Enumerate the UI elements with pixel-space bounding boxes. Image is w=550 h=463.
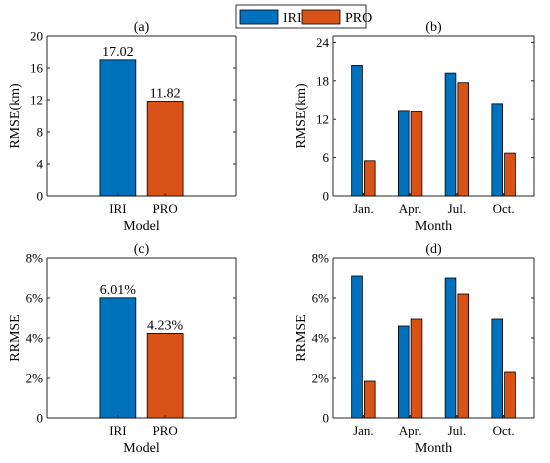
y-tick-label: 6% [26, 291, 44, 306]
x-tick-label: Oct. [493, 423, 515, 438]
bar-pro-oct [504, 152, 516, 197]
panel-title: (b) [425, 20, 442, 35]
x-tick-label: PRO [152, 423, 177, 438]
x-tick-label: Apr. [399, 201, 422, 216]
y-tick-label: 6 [323, 150, 330, 165]
panel-b: 0 6 12 18 24 (b) Month RMSE(km) Jan. Apr. Jul. Oct. [294, 20, 535, 234]
legend-label-iri: IRI [283, 11, 302, 26]
bar-iri [99, 297, 137, 419]
bar-iri-apr [397, 110, 410, 197]
bar-pro [146, 332, 184, 419]
bar-iri-apr [397, 325, 410, 419]
bar-iri-jan [351, 275, 363, 419]
y-tick-label: 4% [312, 331, 330, 346]
bar-pro [146, 101, 184, 197]
data-label: 4.23% [147, 318, 184, 333]
y-axis-label: RRMSE [8, 314, 23, 361]
y-tick-label: 12 [316, 112, 329, 127]
legend-label-pro: PRO [345, 11, 372, 26]
bar-pro-jul [457, 82, 470, 197]
y-tick-label: 2% [26, 371, 44, 386]
bar-pro-apr [410, 318, 423, 419]
y-tick-label: 20 [30, 29, 43, 44]
data-label: 6.01% [100, 283, 137, 298]
bar-pro-oct [504, 371, 516, 419]
panel-c: 0 2% 4% 6% 8% (c) Model RRMSE IRI 6.01% PRO 4.23% [8, 242, 237, 456]
x-tick-label: Jul. [448, 423, 466, 438]
x-tick-label: Jan. [353, 423, 374, 438]
panel-title: (d) [425, 242, 442, 257]
x-tick-label: IRI [109, 201, 126, 216]
bar-iri [99, 59, 137, 197]
x-axis-label: Model [123, 219, 160, 234]
y-tick-label: 4 [37, 157, 44, 172]
x-tick-label: PRO [152, 201, 177, 216]
y-tick-label: 24 [316, 35, 330, 50]
x-axis-label: Model [123, 441, 160, 456]
x-axis-label: Month [415, 219, 452, 234]
panel-a: 0 4 8 12 16 20 (a) Model RMSE(km) IRI 17.02 PRO 11.8… [8, 20, 237, 234]
bar-iri-jul [444, 277, 457, 419]
y-axis-label: RMSE(km) [294, 83, 309, 149]
y-tick-label: 0 [323, 411, 330, 426]
bar-pro-jan [363, 380, 376, 419]
y-tick-label: 8 [37, 125, 44, 140]
bar-iri-oct [491, 103, 504, 197]
x-tick-label: IRI [109, 423, 126, 438]
bar-pro-jan [363, 160, 376, 197]
panel-title: (a) [134, 20, 150, 35]
y-tick-label: 8% [26, 251, 44, 266]
y-tick-label: 8% [312, 251, 330, 266]
data-label: 17.02 [102, 45, 134, 60]
legend: IRI PRO [235, 4, 372, 29]
bar-iri-jul [444, 72, 457, 197]
y-tick-label: 6% [312, 291, 330, 306]
x-tick-label: Oct. [493, 201, 515, 216]
legend-swatch-pro [301, 9, 341, 25]
x-axis-label: Month [415, 441, 452, 456]
bar-pro-apr [410, 111, 423, 197]
bar-iri-jan [351, 65, 363, 197]
x-tick-label: Apr. [399, 423, 422, 438]
x-tick-label: Jul. [448, 201, 466, 216]
x-tick-label: Jan. [353, 201, 374, 216]
panel-d: 0 2% 4% 6% 8% (d) Month RRMSE Jan. Apr. Jul. Oct. [294, 242, 535, 456]
data-label: 11.82 [150, 86, 181, 101]
y-axis-label: RMSE(km) [8, 83, 23, 149]
y-tick-label: 0 [323, 189, 330, 204]
y-tick-label: 4% [26, 331, 44, 346]
y-tick-label: 0 [37, 189, 44, 204]
bar-pro-jul [457, 293, 470, 419]
y-tick-label: 16 [30, 61, 44, 76]
y-tick-label: 12 [30, 93, 43, 108]
y-tick-label: 2% [312, 371, 330, 386]
y-tick-label: 18 [316, 73, 329, 88]
bar-iri-oct [491, 318, 504, 419]
panel-title: (c) [134, 242, 150, 257]
legend-swatch-iri [239, 9, 279, 25]
y-axis-label: RRMSE [294, 314, 309, 361]
y-tick-label: 0 [37, 411, 44, 426]
